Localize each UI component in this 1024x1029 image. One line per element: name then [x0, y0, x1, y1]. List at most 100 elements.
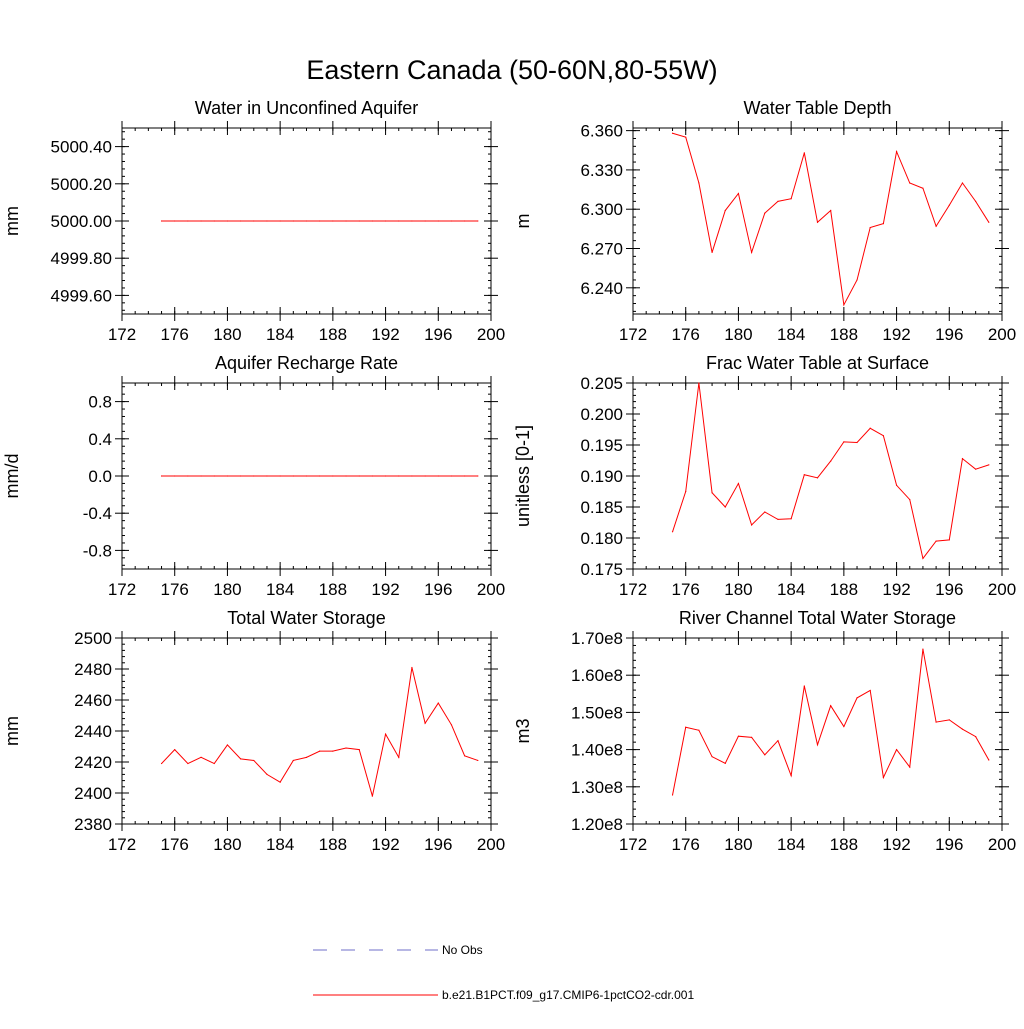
data-point: [895, 484, 898, 486]
data-point: [764, 212, 766, 214]
y-axis-label: m: [513, 214, 533, 229]
y-tick-label: 0.180: [580, 529, 623, 548]
data-point: [411, 666, 413, 669]
data-point: [450, 220, 453, 222]
data-point: [345, 475, 347, 477]
data-point: [358, 749, 360, 751]
data-point: [790, 198, 792, 200]
data-point: [961, 458, 964, 460]
panel-0: Water in Unconfined Aquifer 172 176 180 184 1…: [2, 98, 505, 344]
data-point: [935, 540, 937, 542]
y-tick-label: 1.20e8: [571, 815, 623, 834]
y-tick-label: 6.270: [580, 240, 623, 259]
data-point: [737, 482, 740, 485]
data-point: [226, 220, 229, 222]
panel-title: Water in Unconfined Aquifer: [195, 98, 418, 118]
x-tick-label: 176: [161, 580, 189, 599]
x-tick-label: 188: [319, 325, 347, 344]
x-tick-label: 200: [477, 580, 505, 599]
x-tick-label: 200: [988, 835, 1016, 854]
data-point: [895, 749, 898, 751]
data-point: [724, 762, 726, 764]
data-point: [464, 220, 466, 222]
data-point: [843, 441, 845, 443]
data-point: [869, 226, 871, 229]
data-point: [477, 759, 479, 762]
data-point: [200, 220, 202, 222]
data-point: [975, 200, 977, 202]
x-tick-label: 200: [988, 580, 1016, 599]
y-tick-label: 1.60e8: [571, 666, 623, 685]
data-point: [424, 475, 426, 477]
data-point: [751, 524, 753, 526]
data-point: [790, 775, 792, 777]
y-tick-label: 0.200: [580, 405, 623, 424]
x-tick-label: 196: [935, 580, 963, 599]
data-point: [830, 705, 832, 707]
data-point: [213, 220, 215, 222]
y-tick-label: 5000.00: [51, 212, 112, 231]
data-point: [816, 744, 819, 746]
data-point: [226, 744, 229, 746]
y-tick-label: 4999.60: [51, 286, 112, 305]
data-point: [332, 220, 334, 222]
data-point: [305, 756, 308, 758]
y-axis-label: mm: [2, 206, 22, 236]
x-tick-label: 172: [619, 835, 647, 854]
data-point: [292, 220, 294, 222]
data-point: [737, 192, 740, 195]
data-point: [737, 735, 740, 737]
y-tick-label: 0.0: [88, 467, 112, 486]
data-point: [305, 220, 308, 222]
data-point: [319, 220, 321, 222]
data-point: [777, 200, 779, 202]
data-point: [160, 762, 163, 765]
data-point: [345, 747, 347, 749]
y-tick-label: 1.50e8: [571, 703, 623, 722]
x-tick-label: 180: [213, 835, 241, 854]
data-point: [187, 220, 189, 222]
data-point: [253, 220, 255, 222]
data-point: [948, 719, 950, 721]
data-point: [882, 435, 884, 437]
y-tick-label: 1.40e8: [571, 741, 623, 760]
data-point: [174, 749, 176, 751]
data-point: [975, 735, 977, 738]
data-point: [830, 460, 832, 462]
panel-5: River Channel Total Water Storage 172 176 1…: [513, 608, 1016, 854]
data-point: [266, 475, 268, 477]
x-tick-label: 184: [266, 325, 294, 344]
y-tick-label: 2380: [74, 815, 112, 834]
y-tick-label: 0.185: [580, 498, 623, 517]
y-tick-label: 6.360: [580, 122, 623, 141]
data-point: [685, 726, 687, 728]
data-point: [424, 722, 426, 724]
data-point: [671, 794, 674, 796]
data-point: [424, 220, 426, 222]
data-point: [961, 728, 964, 730]
data-point: [882, 776, 884, 779]
figure-title: Eastern Canada (50-60N,80-55W): [306, 55, 717, 85]
data-point: [160, 220, 163, 222]
data-point: [398, 475, 400, 477]
data-point: [698, 729, 700, 731]
data-point: [803, 152, 805, 154]
x-tick-label: 180: [724, 325, 752, 344]
x-tick-label: 196: [935, 325, 963, 344]
y-tick-label: 0.205: [580, 374, 623, 393]
data-point: [384, 733, 387, 735]
y-tick-label: 0.195: [580, 436, 623, 455]
x-tick-label: 196: [424, 580, 452, 599]
data-point: [174, 220, 176, 222]
data-point: [856, 441, 858, 444]
plot-frame: [632, 382, 1003, 570]
data-point: [935, 721, 937, 723]
y-tick-label: 5000.40: [51, 138, 112, 157]
data-point: [240, 220, 242, 222]
data-point: [437, 220, 439, 222]
y-tick-label: 0.4: [88, 430, 112, 449]
data-point: [279, 781, 281, 783]
data-point: [909, 182, 911, 184]
